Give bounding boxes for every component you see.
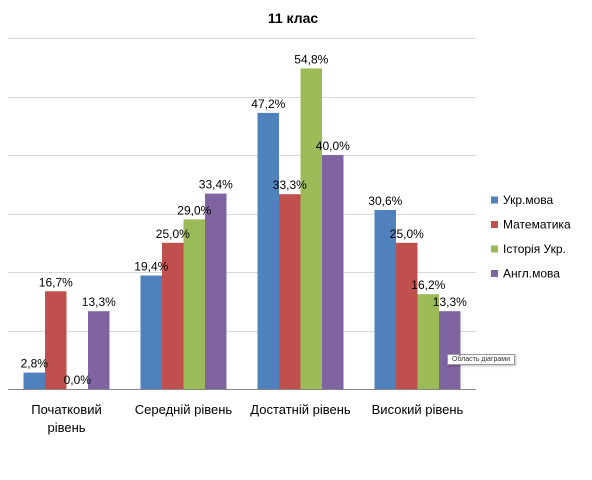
data-label: 19,4% [134,260,168,274]
legend-swatch [491,221,498,228]
data-label: 33,3% [273,178,307,192]
bar [279,194,301,389]
legend-swatch [491,245,498,253]
data-label: 30,6% [368,194,402,208]
bar [183,219,205,389]
data-label: 2,8% [21,357,49,371]
bar [257,112,279,390]
data-label: 25,0% [156,227,190,241]
x-tick-label: Достатній рівень [250,402,351,417]
legend: Укр.мова Математика Історія Укр. Англ.мова [491,193,571,281]
bars [23,68,461,390]
data-label: 54,8% [294,52,328,66]
data-label: 47,2% [251,97,285,111]
data-label: 16,2% [411,278,445,292]
chart-area-tooltip: Область діаграми [447,354,516,365]
legend-label: Історія Укр. [503,242,566,256]
bar [140,275,162,389]
data-label: 16,7% [39,275,73,289]
bar [322,155,344,389]
data-label: 13,3% [82,295,116,309]
bar [205,193,227,389]
bar [439,311,461,389]
x-tick-label: Початковий рівень [31,402,101,435]
bar [88,311,110,389]
data-label: 25,0% [390,227,424,241]
bar [374,210,396,389]
bar [45,291,67,389]
legend-swatch [491,196,498,204]
chart-title: 11 клас [268,10,319,26]
legend-label: Англ.мова [503,267,560,281]
data-label: 13,3% [433,295,467,309]
data-label: 33,4% [199,178,233,192]
bar [162,242,184,390]
legend-swatch [491,270,498,277]
x-tick-label: Середній рівень [135,402,233,417]
x-axis: Початковий рівень Середній рівень Достатній… [8,389,476,435]
data-label: 40,0% [316,139,350,153]
data-label: 0,0% [64,373,92,387]
bar [23,372,45,389]
x-tick-label: Високий рівень [372,402,464,417]
legend-label: Математика [503,218,571,232]
data-label: 29,0% [177,203,211,217]
data-labels: 2,8% 19,4% 47,2% 30,6% 16,7% 25,0% 33,3% 25,0% 0… [21,52,468,387]
bar [417,294,439,389]
bar [300,68,322,390]
legend-label: Укр.мова [503,193,554,207]
bar [396,242,418,390]
